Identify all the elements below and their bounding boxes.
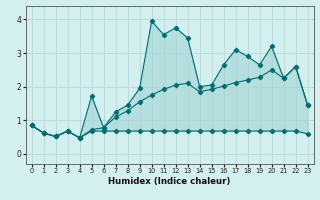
X-axis label: Humidex (Indice chaleur): Humidex (Indice chaleur)	[108, 177, 231, 186]
